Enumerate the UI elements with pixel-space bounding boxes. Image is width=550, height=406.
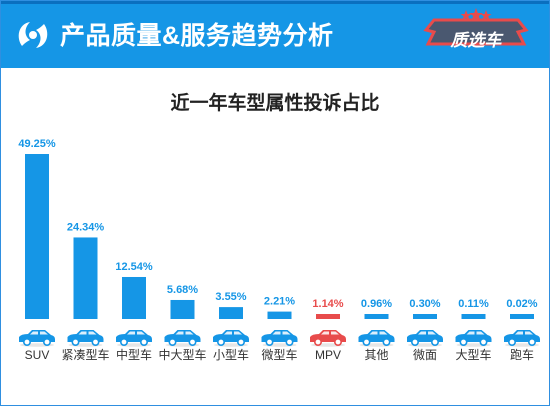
header-bar: 产品质量&服务趋势分析 质选车 [0, 0, 550, 68]
bar-5 [219, 307, 243, 319]
suv-car-icon [19, 330, 55, 347]
large-midsize-car-icon [164, 330, 201, 347]
bar-8 [364, 314, 389, 319]
value-label-4: 5.68% [167, 284, 198, 296]
value-label-9: 0.30% [409, 298, 440, 310]
value-label-7: 1.14% [312, 298, 343, 310]
sports-car-icon [504, 330, 540, 347]
header-accent-strip [0, 0, 550, 4]
category-label-9: 微面 [413, 348, 437, 362]
minivan-car-icon [407, 330, 443, 347]
pickup-car-icon [358, 330, 395, 347]
category-label-5: 小型车 [213, 347, 249, 362]
bar-3 [122, 276, 146, 319]
value-label-6: 2.21% [264, 296, 295, 308]
value-label-1: 49.25% [18, 138, 56, 150]
micro-car-icon [261, 330, 298, 347]
bar-7 [316, 314, 340, 319]
brand-logo-icon [18, 22, 48, 48]
category-label-10: 大型车 [455, 347, 491, 362]
mpv-car-icon [310, 330, 346, 347]
compact-car-icon [67, 330, 104, 347]
bar-2 [73, 237, 98, 319]
large-car-icon [455, 330, 492, 347]
chart-title: 近一年车型属性投诉占比 [170, 93, 380, 114]
value-label-2: 24.34% [67, 221, 105, 233]
category-label-6: 微型车 [261, 347, 297, 362]
bar-4 [170, 299, 195, 319]
badge-shape-icon [423, 8, 529, 46]
header-title: 产品质量&服务趋势分析 [60, 22, 334, 50]
quality-badge: 质选车 [420, 4, 532, 60]
category-label-3: 中型车 [116, 347, 152, 362]
bar-11 [510, 314, 534, 319]
category-label-4: 中大型车 [158, 347, 206, 362]
category-label-2: 紧凑型车 [61, 347, 109, 362]
bar-9 [413, 314, 437, 319]
bar-10 [461, 314, 486, 319]
small-car-icon [213, 330, 249, 347]
category-label-8: 其他 [364, 348, 388, 362]
category-label-11: 跑车 [510, 347, 534, 362]
badge-label: 质选车 [450, 31, 502, 50]
category-label-1: SUV [25, 348, 50, 362]
value-label-5: 3.55% [215, 291, 246, 303]
category-label-7: MPV [315, 348, 341, 362]
bar-1 [25, 154, 49, 319]
midsize-car-icon [116, 330, 152, 347]
value-label-8: 0.96% [361, 298, 392, 310]
value-label-10: 0.11% [458, 298, 489, 310]
bar-6 [267, 311, 292, 319]
value-label-3: 12.54% [115, 261, 153, 273]
value-label-11: 0.02% [506, 298, 537, 310]
